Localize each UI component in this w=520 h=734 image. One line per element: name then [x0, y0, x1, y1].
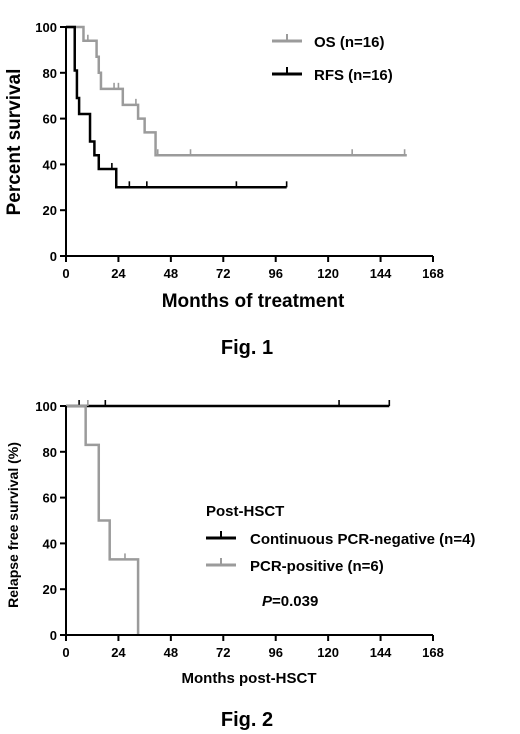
y-tick-label: 60 — [43, 491, 57, 506]
x-tick-label: 120 — [317, 645, 339, 660]
plot-area — [66, 400, 391, 635]
legend: Post-HSCT Continuous PCR-negative (n=4) … — [206, 503, 475, 575]
y-tick-label: 60 — [43, 112, 57, 127]
y-axis-label: Relapse free survival (%) — [5, 442, 21, 608]
y-tick-label: 80 — [43, 66, 57, 81]
legend-title: Post-HSCT — [206, 503, 284, 520]
x-tick-label: 144 — [370, 266, 392, 281]
x-tick-label: 168 — [422, 645, 444, 660]
p-value-number: =0.039 — [272, 593, 318, 610]
x-axis-label: Months of treatment — [162, 291, 345, 312]
y-tick-label: 40 — [43, 157, 57, 172]
x-tick-label: 48 — [164, 645, 178, 660]
y-tick-label: 0 — [50, 628, 57, 643]
x-tick-label: 144 — [370, 645, 392, 660]
legend-neg-label: Continuous PCR-negative (n=4) — [250, 531, 475, 548]
figure-caption-1: Fig. 1 — [221, 337, 273, 359]
p-value-symbol: P — [262, 593, 273, 610]
x-tick-label: 0 — [62, 266, 69, 281]
x-tick-label: 120 — [317, 266, 339, 281]
chart-os-rfs: 0 20 40 60 80 100 0 24 48 72 96 120 144 168 OS (n=16)… — [4, 20, 444, 359]
x-tick-label: 168 — [422, 266, 444, 281]
legend-rfs-label: RFS (n=16) — [314, 67, 393, 84]
legend: OS (n=16) RFS (n=16) — [272, 34, 393, 84]
legend-pos-label: PCR-positive (n=6) — [250, 558, 384, 575]
p-value-annotation: P=0.039 — [262, 593, 318, 610]
plot-area — [66, 25, 407, 189]
y-tick-label: 100 — [35, 399, 57, 414]
x-tick-label: 96 — [268, 266, 282, 281]
x-tick-label: 48 — [164, 266, 178, 281]
axes: 0 20 40 60 80 100 0 24 48 72 96 120 144 168 — [35, 20, 444, 281]
x-tick-label: 72 — [216, 266, 230, 281]
y-tick-label: 0 — [50, 249, 57, 264]
chart-relapse-free: 0 20 40 60 80 100 0 24 48 72 96 120 144 168 Post-HSCT… — [5, 399, 475, 731]
legend-os-label: OS (n=16) — [314, 34, 384, 51]
y-tick-label: 80 — [43, 445, 57, 460]
y-tick-label: 40 — [43, 536, 57, 551]
x-tick-label: 72 — [216, 645, 230, 660]
x-tick-label: 24 — [111, 645, 126, 660]
y-tick-label: 20 — [43, 203, 57, 218]
figure-caption-2: Fig. 2 — [221, 709, 273, 731]
x-tick-label: 24 — [111, 266, 126, 281]
x-tick-label: 0 — [62, 645, 69, 660]
x-tick-label: 96 — [268, 645, 282, 660]
x-axis-label: Months post-HSCT — [182, 670, 317, 687]
series-line-1 — [66, 25, 407, 157]
axes: 0 20 40 60 80 100 0 24 48 72 96 120 144 168 — [35, 399, 444, 660]
series-line-2 — [66, 25, 287, 189]
series-line-2 — [66, 404, 140, 635]
y-tick-label: 100 — [35, 20, 57, 35]
y-axis-label: Percent survival — [4, 69, 25, 216]
y-tick-label: 20 — [43, 582, 57, 597]
